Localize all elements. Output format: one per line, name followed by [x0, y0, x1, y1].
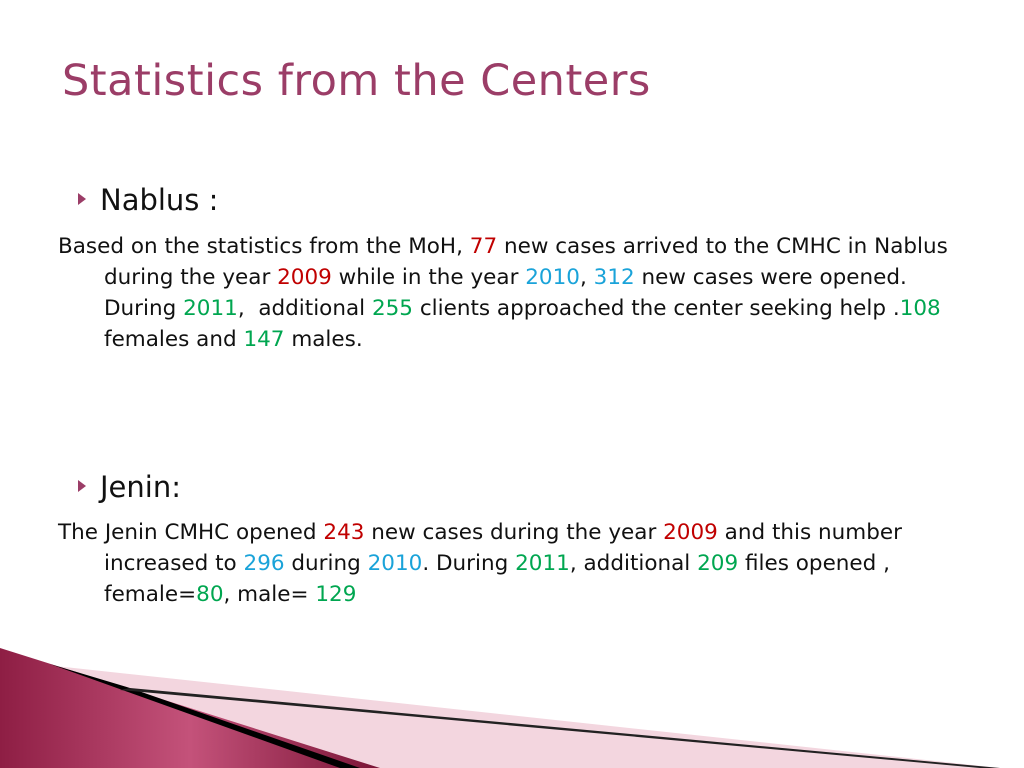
text-run: clients approached the center seeking he…: [413, 296, 900, 321]
bullet: [78, 480, 86, 492]
highlight-number: 147: [243, 327, 285, 352]
bullet: [78, 193, 86, 205]
text-run: new cases arrived to the CMHC in Nablus …: [104, 234, 955, 290]
highlight-number: 129: [315, 582, 357, 607]
text-run: , male=: [223, 582, 316, 607]
text-run: new cases were opened. During: [104, 265, 914, 321]
text-run: ,: [579, 265, 594, 290]
highlight-number: 243: [323, 520, 365, 545]
highlight-number: 108: [899, 296, 941, 321]
text-run: new cases during the year: [364, 520, 664, 545]
section-heading: Jenin:: [78, 470, 181, 504]
text-run: The Jenin CMHC opened: [58, 520, 324, 545]
text-run: males.: [284, 327, 363, 352]
text-run: files opened , female=: [104, 551, 897, 607]
highlight-number: 2011: [183, 296, 238, 321]
highlight-number: 77: [469, 234, 498, 259]
text-run: , additional: [569, 551, 698, 576]
section-heading: Nablus :: [78, 183, 218, 217]
highlight-number: 80: [196, 582, 224, 607]
highlight-number: 2009: [277, 265, 332, 290]
paragraph: Based on the statistics from the MoH, 77…: [58, 231, 964, 355]
highlight-number: 312: [593, 265, 635, 290]
heading-text: Jenin:: [100, 470, 181, 504]
text-run: . During: [422, 551, 516, 576]
text-run: , additional: [237, 296, 372, 321]
swoosh-line: [120, 688, 1000, 768]
highlight-number: 2009: [663, 520, 718, 545]
text-run: females and: [104, 296, 948, 352]
text-run: Based on the statistics from the MoH,: [58, 234, 470, 259]
paragraph: The Jenin CMHC opened 243 new cases duri…: [58, 517, 984, 610]
heading-text: Nablus :: [100, 183, 219, 217]
highlight-number: 2010: [367, 551, 423, 576]
highlight-number: 209: [697, 551, 739, 576]
highlight-number: 296: [243, 551, 285, 576]
text-run: and this number increased to: [104, 520, 909, 576]
highlight-number: 2010: [525, 265, 580, 290]
text-run: while in the year: [331, 265, 526, 290]
text-run: during: [284, 551, 368, 576]
highlight-number: 255: [371, 296, 413, 321]
highlight-number: 2011: [515, 551, 570, 576]
title: Statistics from the Centers: [62, 56, 651, 106]
